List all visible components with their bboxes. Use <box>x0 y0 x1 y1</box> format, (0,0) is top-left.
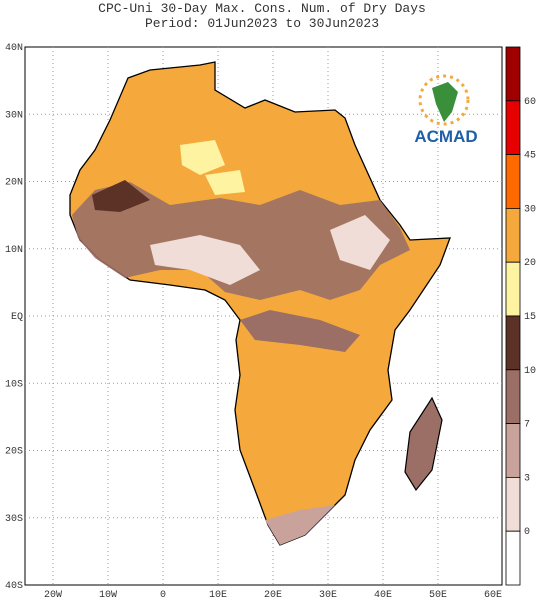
sahel-band <box>72 182 410 300</box>
lon-label: 40E <box>374 590 392 600</box>
colorbar-label: 60 <box>524 97 536 108</box>
lon-label: 20E <box>264 590 282 600</box>
colorbar-swatch <box>505 315 521 371</box>
colorbar-label: 7 <box>524 420 530 431</box>
period: Period: 01Jun2023 to 30Jun2023 <box>145 16 379 31</box>
lat-label: 30N <box>5 110 23 121</box>
colorbar-label: 10 <box>524 366 536 377</box>
lat-label: 20N <box>5 178 23 189</box>
lon-label: 60E <box>484 590 502 600</box>
colorbar-label: 20 <box>524 258 536 269</box>
sahel-light <box>150 215 390 285</box>
lat-label: 10N <box>5 245 23 256</box>
lat-label: 40S <box>5 581 23 592</box>
colorbar-label: 0 <box>524 527 530 538</box>
colorbar-label: 3 <box>524 473 530 484</box>
colorbar-swatch <box>505 154 521 209</box>
colorbar-swatch <box>505 46 521 102</box>
lat-label: 10S <box>5 379 23 390</box>
yellow-patch <box>180 140 245 195</box>
lat-label: 30S <box>5 514 23 525</box>
lat-label: 40N <box>5 43 23 54</box>
colorbar-swatch <box>505 476 521 532</box>
colorbar-label: 45 <box>524 151 536 162</box>
madagascar <box>404 396 443 492</box>
lat-label: EQ <box>11 312 23 323</box>
lon-label: 30E <box>319 590 337 600</box>
sahel-dark <box>92 180 150 212</box>
lon-label: 10W <box>99 590 117 600</box>
colorbar-label: 15 <box>524 312 536 323</box>
colorbar-swatch <box>505 261 521 317</box>
logo-text: ACMAD <box>414 127 477 146</box>
colorbar-swatch <box>505 100 521 156</box>
logo: ACMAD <box>414 74 478 146</box>
colorbar-swatch <box>505 207 521 263</box>
colorbar-swatch <box>505 423 521 478</box>
lat-label: 20S <box>5 447 23 458</box>
colorbar-swatch <box>505 369 521 424</box>
lon-label: 20W <box>44 590 62 600</box>
title: CPC-Uni 30-Day Max. Cons. Num. of Dry Da… <box>98 1 426 16</box>
colorbar-label: 30 <box>524 204 536 215</box>
south-brown <box>265 505 335 545</box>
colorbar-swatch <box>505 530 521 586</box>
lon-label: 50E <box>429 590 447 600</box>
lon-label: 10E <box>209 590 227 600</box>
lon-label: 0 <box>160 590 166 600</box>
central-brown <box>240 310 360 352</box>
